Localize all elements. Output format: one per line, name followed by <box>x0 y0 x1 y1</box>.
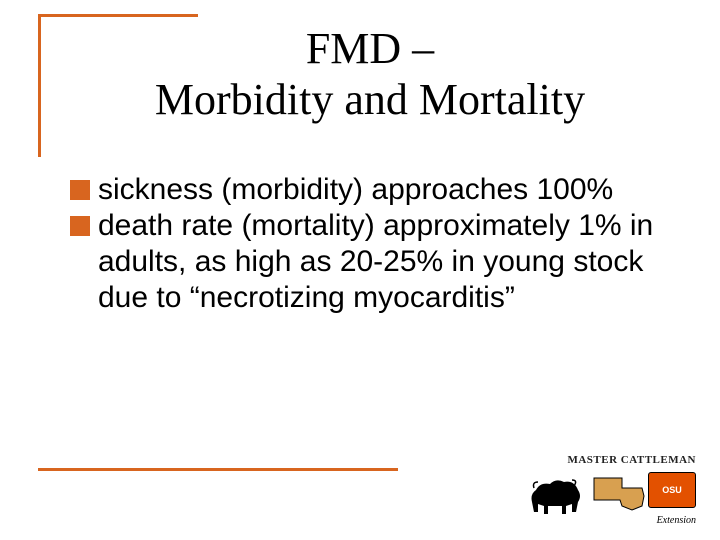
bullet-square-icon <box>70 216 90 236</box>
corner-frame-top <box>38 14 198 17</box>
slide-container: FMD – Morbidity and Mortality sickness (… <box>0 0 720 540</box>
bullet-text: death rate (mortality) approximately 1% … <box>98 208 670 316</box>
bottom-accent-line <box>38 468 398 471</box>
extension-text: Extension <box>657 515 696 526</box>
osu-logo-text: OSU <box>662 486 682 495</box>
corner-frame-left <box>38 17 41 157</box>
slide-title: FMD – Morbidity and Mortality <box>60 24 680 125</box>
program-name-text: MASTER CATTLEMAN <box>567 454 696 466</box>
bullet-text: sickness (morbidity) approaches 100% <box>98 172 613 208</box>
title-line-1: FMD – <box>306 24 434 73</box>
bullet-list: sickness (morbidity) approaches 100% dea… <box>70 172 670 316</box>
list-item: sickness (morbidity) approaches 100% <box>70 172 670 208</box>
bullet-square-icon <box>70 180 90 200</box>
title-line-2: Morbidity and Mortality <box>155 75 585 124</box>
list-item: death rate (mortality) approximately 1% … <box>70 208 670 316</box>
osu-logo-icon: OSU <box>648 472 696 508</box>
footer-logo-cluster: MASTER CATTLEMAN OSU Extension <box>522 454 702 526</box>
oklahoma-icon <box>592 476 646 512</box>
cow-icon <box>526 472 586 518</box>
